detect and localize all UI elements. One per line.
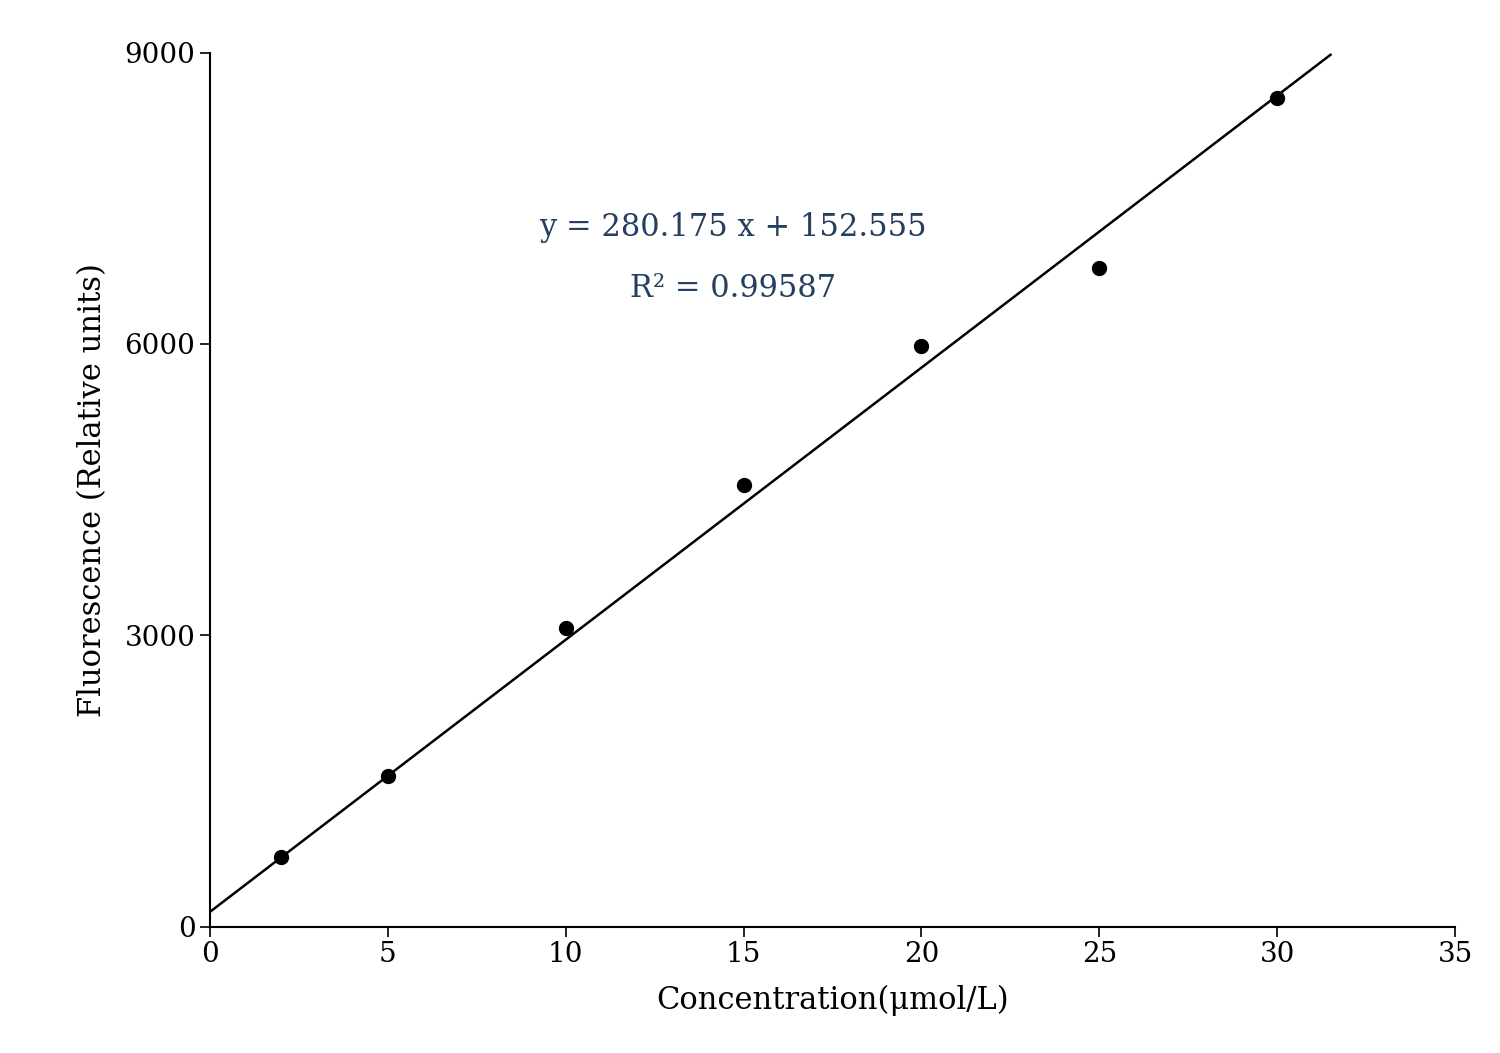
Point: [909, 338, 933, 355]
Point: [1264, 90, 1288, 106]
Y-axis label: Fluorescence (Relative units): Fluorescence (Relative units): [76, 262, 108, 717]
Point: [554, 619, 578, 636]
Point: [732, 476, 756, 493]
Point: [268, 849, 292, 866]
Text: y = 280.175 x + 152.555: y = 280.175 x + 152.555: [538, 212, 927, 243]
Point: [1088, 260, 1112, 277]
Point: [376, 768, 400, 784]
X-axis label: Concentration(μmol/L): Concentration(μmol/L): [656, 985, 1010, 1016]
Text: R² = 0.99587: R² = 0.99587: [630, 273, 836, 304]
